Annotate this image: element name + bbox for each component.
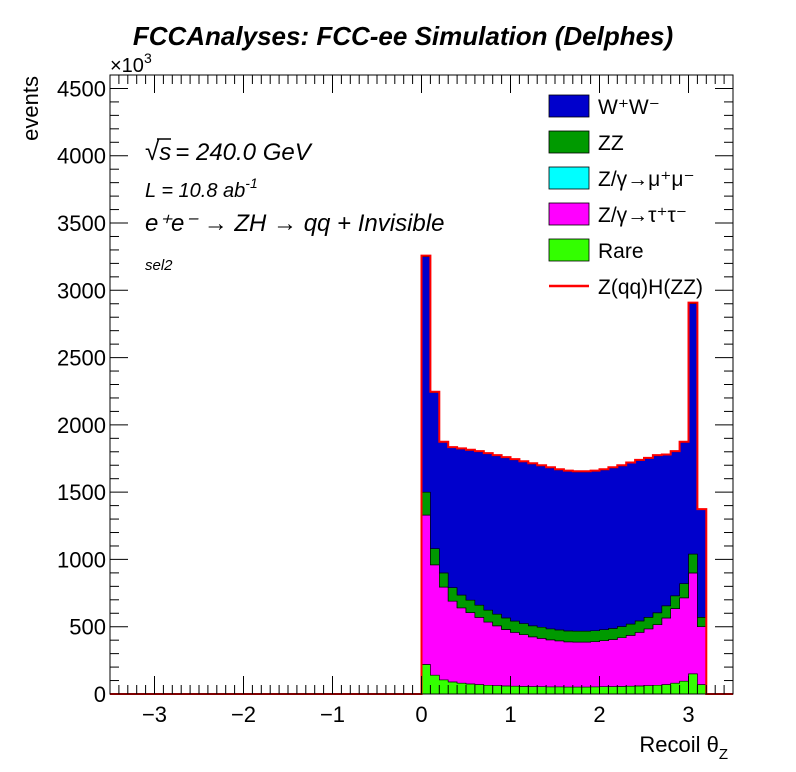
y-tick-label: 2500 <box>57 346 106 371</box>
chart-title: FCCAnalyses: FCC-ee Simulation (Delphes) <box>133 21 673 51</box>
x-tick-label: 0 <box>415 702 427 727</box>
signal-line <box>110 254 733 695</box>
legend-swatch <box>548 238 590 262</box>
annotations: √s = 240.0 GeV L = 10.8 ab-1 e⁺e⁻ → ZH → … <box>145 136 444 274</box>
process-label: e⁺e⁻ → ZH → qq + Invisible <box>145 210 444 237</box>
x-tick-label: 1 <box>504 702 516 727</box>
luminosity-label: L = 10.8 ab-1 <box>145 175 258 202</box>
plot-area: 0 500 1000 1500 2000 2500 3000 3500 4000 4500 −3 −2… <box>57 74 734 727</box>
x-axis-label: Recoil θZ <box>639 732 728 763</box>
legend-label: Rare <box>598 240 644 263</box>
y-tick-label: 1000 <box>57 547 106 572</box>
legend-label: Z/γ→μ⁺μ⁻ <box>598 168 695 191</box>
legend-label: W⁺W⁻ <box>598 96 660 119</box>
y-axis-multiplier: ×103 <box>110 50 152 77</box>
y-tick-label: 0 <box>94 682 106 707</box>
x-tick-label: −3 <box>142 702 167 727</box>
y-tick-label: 3000 <box>57 278 106 303</box>
legend-swatch <box>548 94 590 118</box>
y-tick-label: 500 <box>69 615 106 640</box>
y-tick-label: 4000 <box>57 144 106 169</box>
x-tick-label: 2 <box>593 702 605 727</box>
y-tick-label: 1500 <box>57 480 106 505</box>
legend-swatch <box>548 130 590 154</box>
y-tick-label: 2000 <box>57 413 106 438</box>
legend: W⁺W⁻ ZZ Z/γ→μ⁺μ⁻ Z/γ→τ⁺τ⁻ Rare Z(qq)H(ZZ) <box>548 94 703 299</box>
y-tick-label: 3500 <box>57 211 106 236</box>
y-tick-label: 4500 <box>57 76 106 101</box>
legend-swatch <box>548 166 590 190</box>
x-tick-label: −2 <box>231 702 256 727</box>
legend-label: ZZ <box>598 132 624 155</box>
legend-swatch <box>548 202 590 226</box>
legend-label: Z/γ→τ⁺τ⁻ <box>598 204 687 227</box>
energy-label: √s = 240.0 GeV <box>145 136 313 166</box>
x-tick-label: 3 <box>682 702 694 727</box>
selection-label: sel2 <box>145 257 173 274</box>
y-axis-label: events <box>18 76 43 141</box>
legend-label: Z(qq)H(ZZ) <box>598 276 703 299</box>
x-tick-label: −1 <box>320 702 345 727</box>
